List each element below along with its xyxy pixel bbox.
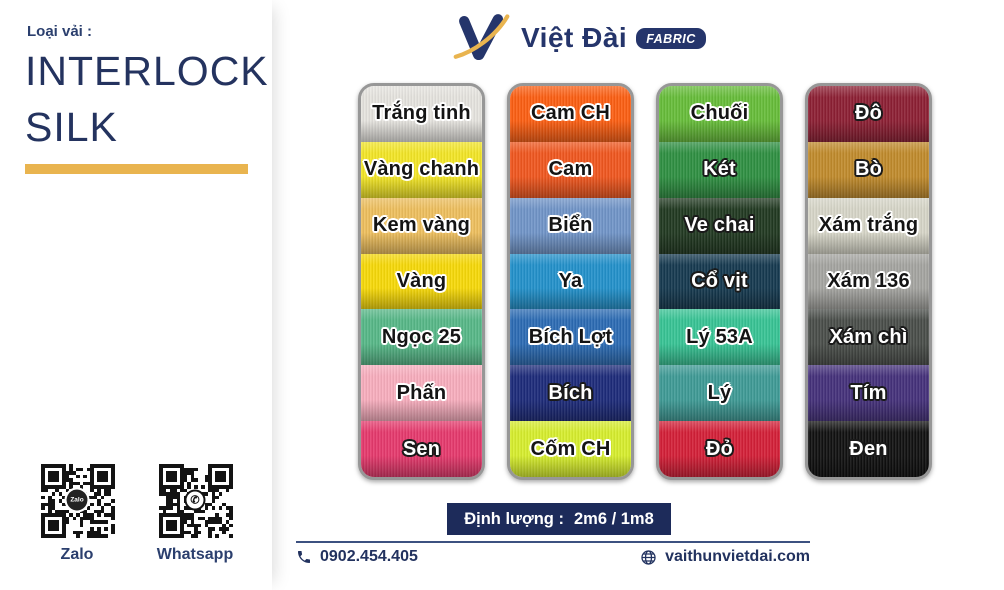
fabric-swatch: Xám chì (808, 309, 929, 366)
whatsapp-phone-icon: ✆ (184, 489, 206, 511)
fabric-swatch-label: Cam (548, 158, 593, 181)
fabric-swatch-label: Chuối (690, 102, 749, 125)
fabric-swatch: Xám 136 (808, 253, 929, 310)
phone-contact: 0902.454.405 (296, 548, 418, 566)
fabric-swatch: Đỏ (659, 421, 780, 477)
fabric-swatch-label: Cổ vịt (691, 270, 748, 292)
fabric-swatch: Đô (808, 86, 929, 142)
fabric-swatch: Trắng tinh (361, 86, 482, 142)
fabric-swatch: Ya (510, 253, 631, 310)
fabric-swatch-label: Ve chai (684, 214, 755, 237)
fabric-swatch: Chuối (659, 86, 780, 142)
fabric-swatch: Ngọc 25 (361, 309, 482, 366)
brand-v-swoosh-icon (453, 14, 510, 61)
brand-fabric-badge: FABRIC (636, 27, 706, 49)
gold-underline-bar (25, 164, 248, 174)
fabric-swatch: Lý 53A (659, 309, 780, 366)
brand-header: Việt Đài FABRIC (452, 12, 706, 64)
sidebar: Loại vải : INTERLOCK SILK Zalo Zalo ✆ Wh… (0, 0, 272, 590)
fabric-swatch-label: Lý (707, 381, 732, 404)
fabric-swatch: Vàng chanh (361, 141, 482, 198)
fabric-swatch: Bò (808, 141, 929, 198)
fabric-swatch: Bích (510, 365, 631, 422)
whatsapp-qr-block: ✆ Whatsapp (152, 464, 238, 564)
fabric-swatch-label: Xám 136 (827, 270, 910, 292)
weight-spec-value: 2m6 / 1m8 (573, 509, 654, 528)
fabric-swatch-label: Cốm CH (530, 437, 611, 460)
fabric-swatch-column: Chuối Két Ve chai Cổ vịt Lý 53A Lý Đỏ (656, 83, 783, 480)
fabric-swatch: Tím (808, 365, 929, 422)
fabric-swatch: Cam CH (510, 86, 631, 142)
fabric-title-line2: SILK (25, 104, 118, 150)
fabric-swatch-label: Sen (402, 437, 441, 460)
fabric-swatch-label: Bò (854, 158, 883, 181)
phone-number: 0902.454.405 (320, 548, 418, 565)
fabric-swatch-label: Xám trắng (818, 214, 919, 237)
fabric-swatch: Lý (659, 365, 780, 422)
fabric-swatch-column: Cam CH Cam Biển Ya Bích Lợt Bích Cốm CH (507, 83, 634, 480)
website-contact: vaithunvietdai.com (640, 548, 810, 566)
fabric-swatch: Bích Lợt (510, 309, 631, 366)
fabric-swatch-column: Đô Bò Xám trắng Xám 136 Xám chì Tím Đen (805, 83, 932, 480)
whatsapp-qr-code-icon: ✆ (159, 464, 233, 538)
fabric-title-line1: INTERLOCK (25, 48, 269, 94)
fabric-swatch: Vàng (361, 253, 482, 310)
fabric-swatch-label: Vàng chanh (363, 158, 480, 181)
fabric-swatch-column: Trắng tinh Vàng chanh Kem vàng Vàng Ngọc 25 P… (358, 83, 485, 480)
fabric-swatch-label: Đô (854, 102, 883, 125)
footer-contact-bar: 0902.454.405 vaithunvietdai.com (296, 548, 810, 566)
fabric-swatch-label: Bích Lợt (528, 325, 613, 348)
fabric-swatch: Đen (808, 421, 929, 477)
weight-spec-label: Định lượng : (464, 509, 564, 528)
fabric-swatch: Cam (510, 141, 631, 198)
fabric-swatch-label: Ya (558, 270, 583, 292)
footer-divider (296, 541, 810, 543)
phone-icon (298, 551, 310, 563)
swatch-columns: Trắng tinh Vàng chanh Kem vàng Vàng Ngọc 25 P… (358, 83, 932, 480)
weight-spec-badge: Định lượng : 2m6 / 1m8 (447, 503, 671, 535)
zalo-qr-code-icon: Zalo (41, 464, 115, 538)
whatsapp-label: Whatsapp (156, 546, 234, 563)
fabric-swatch-label: Kem vàng (372, 214, 471, 237)
website-url: vaithunvietdai.com (665, 548, 810, 565)
globe-icon (641, 549, 656, 565)
qr-section: Zalo Zalo ✆ Whatsapp (34, 464, 238, 564)
fabric-swatch: Ve chai (659, 197, 780, 254)
fabric-swatch-label: Vàng (396, 270, 447, 292)
zalo-qr-block: Zalo Zalo (34, 464, 120, 564)
fabric-swatch: Cốm CH (510, 421, 631, 477)
fabric-swatch-label: Phấn (396, 381, 447, 404)
fabric-swatch-label: Bích (548, 381, 593, 404)
fabric-type-label: Loại vải : (27, 23, 93, 40)
brand-name: Việt Đài (521, 22, 628, 53)
fabric-swatch-label: Trắng tinh (372, 102, 471, 125)
fabric-swatch: Biển (510, 197, 631, 254)
zalo-logo-icon: Zalo (64, 487, 90, 513)
fabric-swatch: Cổ vịt (659, 253, 780, 310)
zalo-label: Zalo (60, 546, 94, 563)
fabric-swatch: Sen (361, 421, 482, 477)
fabric-swatch: Phấn (361, 365, 482, 422)
fabric-swatch-label: Biển (548, 214, 593, 237)
fabric-swatch-label: Tím (850, 381, 887, 404)
fabric-swatch-label: Xám chì (829, 325, 908, 348)
fabric-swatch-label: Đỏ (705, 437, 734, 460)
fabric-swatch: Xám trắng (808, 197, 929, 254)
fabric-swatch: Két (659, 141, 780, 198)
fabric-swatch-label: Cam CH (531, 102, 610, 125)
fabric-swatch-label: Đen (849, 437, 888, 460)
fabric-swatch-label: Lý 53A (686, 325, 753, 348)
fabric-swatch: Kem vàng (361, 197, 482, 254)
fabric-swatch-label: Két (703, 158, 736, 181)
fabric-swatch-label: Ngọc 25 (381, 325, 462, 348)
